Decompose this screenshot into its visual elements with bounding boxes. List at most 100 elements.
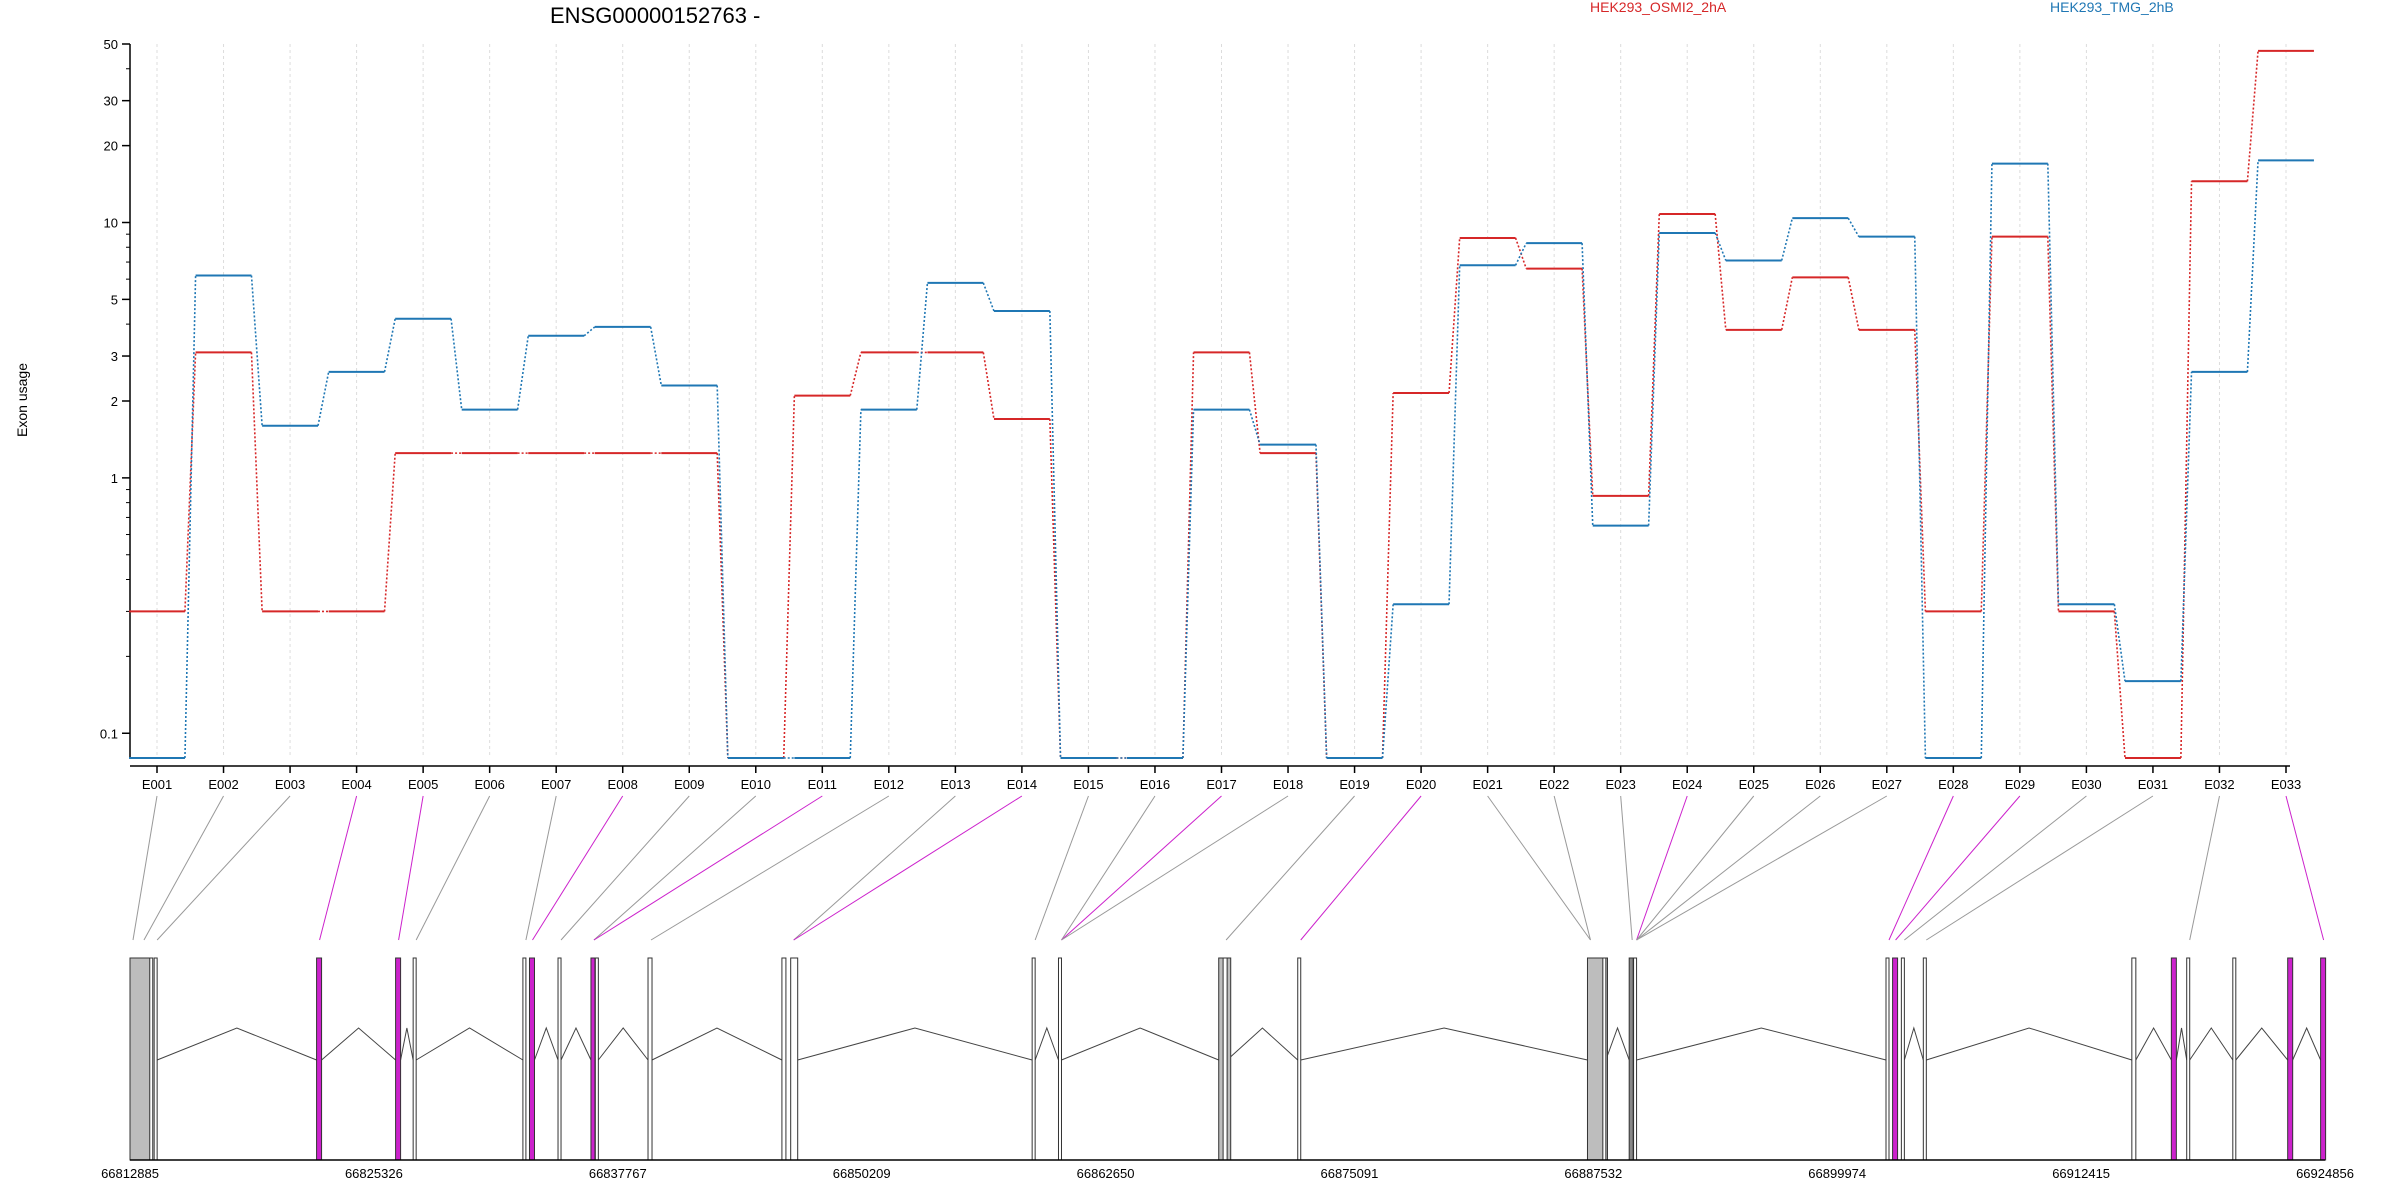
exon-box	[2170, 957, 2177, 1161]
exon-box	[1222, 957, 1228, 1161]
exon-box	[1031, 957, 1036, 1161]
genome-coordinate-label: 66887532	[1564, 1166, 1622, 1181]
legend-series-1: HEK293_OSMI2_2hA	[1590, 0, 1727, 15]
series-2-transition	[1049, 311, 1062, 759]
series-1-transition	[383, 453, 396, 612]
exon-box	[2186, 957, 2191, 1161]
connector-e029	[1895, 795, 2021, 941]
intron	[1034, 1026, 1059, 1061]
connector-e030	[1904, 795, 2087, 941]
intron	[597, 1027, 649, 1061]
connector-e009	[560, 795, 690, 941]
exon-box	[316, 957, 323, 1161]
x-tick-label-e026: E026	[1805, 777, 1835, 792]
series-2-transition	[915, 282, 929, 410]
connector-e018	[1061, 795, 1289, 941]
y-tick-label: 30	[104, 94, 118, 109]
x-tick-label-e005: E005	[408, 777, 438, 792]
intron	[2175, 1027, 2188, 1061]
genome-coordinate-label: 66812885	[101, 1166, 159, 1181]
series-2-transition	[1448, 265, 1461, 605]
connector-e028	[1888, 795, 1954, 941]
x-tick-label-e002: E002	[208, 777, 238, 792]
y-tick-label: 50	[104, 37, 118, 52]
x-tick-label-e018: E018	[1273, 777, 1303, 792]
connector-e032	[2189, 795, 2220, 941]
connector-e033	[2285, 795, 2325, 941]
series-2-transition	[1581, 243, 1594, 526]
series-2-transition	[849, 409, 862, 759]
x-tick-label-e020: E020	[1406, 777, 1436, 792]
exon-box	[522, 957, 527, 1161]
exon-box	[790, 957, 799, 1161]
connector-e013	[793, 795, 956, 941]
connector-e003	[156, 795, 291, 941]
y-tick-label: 10	[104, 216, 118, 231]
exon-box	[2232, 957, 2237, 1161]
genome-coordinate-label: 66924856	[2296, 1166, 2354, 1181]
genome-coordinate-label: 66899974	[1808, 1166, 1866, 1181]
exon-box	[528, 957, 535, 1161]
connector-e006	[415, 795, 491, 941]
intron	[400, 1027, 414, 1061]
exon-box	[647, 957, 653, 1161]
y-tick-label: 5	[111, 292, 118, 307]
x-tick-label-e004: E004	[341, 777, 371, 792]
x-tick-label-e017: E017	[1206, 777, 1236, 792]
exon-box	[1602, 957, 1607, 1161]
x-tick-label-e028: E028	[1938, 777, 1968, 792]
series-2-transition	[317, 371, 330, 426]
x-tick-label-e010: E010	[741, 777, 771, 792]
connector-e001	[132, 795, 158, 941]
genome-coordinate-label: 66875091	[1321, 1166, 1379, 1181]
x-tick-label-e015: E015	[1073, 777, 1103, 792]
series-2-transition	[1315, 444, 1328, 759]
series-2-transition	[1714, 232, 1727, 261]
connector-e010	[593, 795, 757, 941]
legend-series-2: HEK293_TMG_2hB	[2050, 0, 2174, 15]
x-tick-label-e027: E027	[1872, 777, 1902, 792]
x-tick-label-e011: E011	[808, 777, 837, 792]
x-tick-label-e016: E016	[1140, 777, 1170, 792]
series-2-transition	[2113, 604, 2126, 682]
genome-coordinate-label: 66912415	[2052, 1166, 2110, 1181]
exon-box	[2131, 957, 2137, 1161]
series-2-transition	[649, 326, 663, 386]
x-tick-label-e025: E025	[1739, 777, 1769, 792]
connector-e012	[650, 795, 890, 941]
x-tick-label-e022: E022	[1539, 777, 1569, 792]
exon-box	[1900, 957, 1905, 1161]
y-tick-label: 2	[111, 394, 118, 409]
series-1-transition	[1049, 418, 1062, 759]
connector-e002	[143, 795, 224, 941]
x-tick-label-e031: E031	[2138, 777, 2168, 792]
x-tick-label-e021: E021	[1472, 777, 1502, 792]
series-1-transition	[782, 395, 796, 759]
series-1-transition	[1581, 268, 1594, 496]
x-tick-label-e003: E003	[275, 777, 305, 792]
series-2-transition	[1847, 217, 1860, 238]
series-2-transition	[2246, 160, 2259, 372]
x-tick-label-e009: E009	[674, 777, 704, 792]
connector-e031	[1926, 795, 2154, 941]
y-axis-label: Exon usage	[14, 363, 30, 437]
series-1-transition	[250, 352, 263, 612]
series-1-transition	[1847, 277, 1860, 330]
connector-e026	[1636, 795, 1821, 941]
intron	[1061, 1027, 1219, 1061]
genome-coordinate-label: 66825326	[345, 1166, 403, 1181]
intron	[415, 1027, 524, 1061]
connector-e024	[1636, 795, 1688, 941]
x-tick-label-e033: E033	[2271, 777, 2301, 792]
exon-box	[557, 957, 562, 1161]
x-tick-label-e030: E030	[2071, 777, 2101, 792]
x-tick-label-e014: E014	[1007, 777, 1037, 792]
exon-box	[1633, 957, 1638, 1161]
series-1-transition	[982, 352, 995, 420]
y-tick-label: 3	[111, 349, 118, 364]
series-2-transition	[1913, 236, 1927, 759]
series-1-transition	[2180, 181, 2193, 759]
intron	[2189, 1027, 2234, 1061]
exon-box	[1885, 957, 1890, 1161]
series-1-transition	[1780, 277, 1794, 330]
